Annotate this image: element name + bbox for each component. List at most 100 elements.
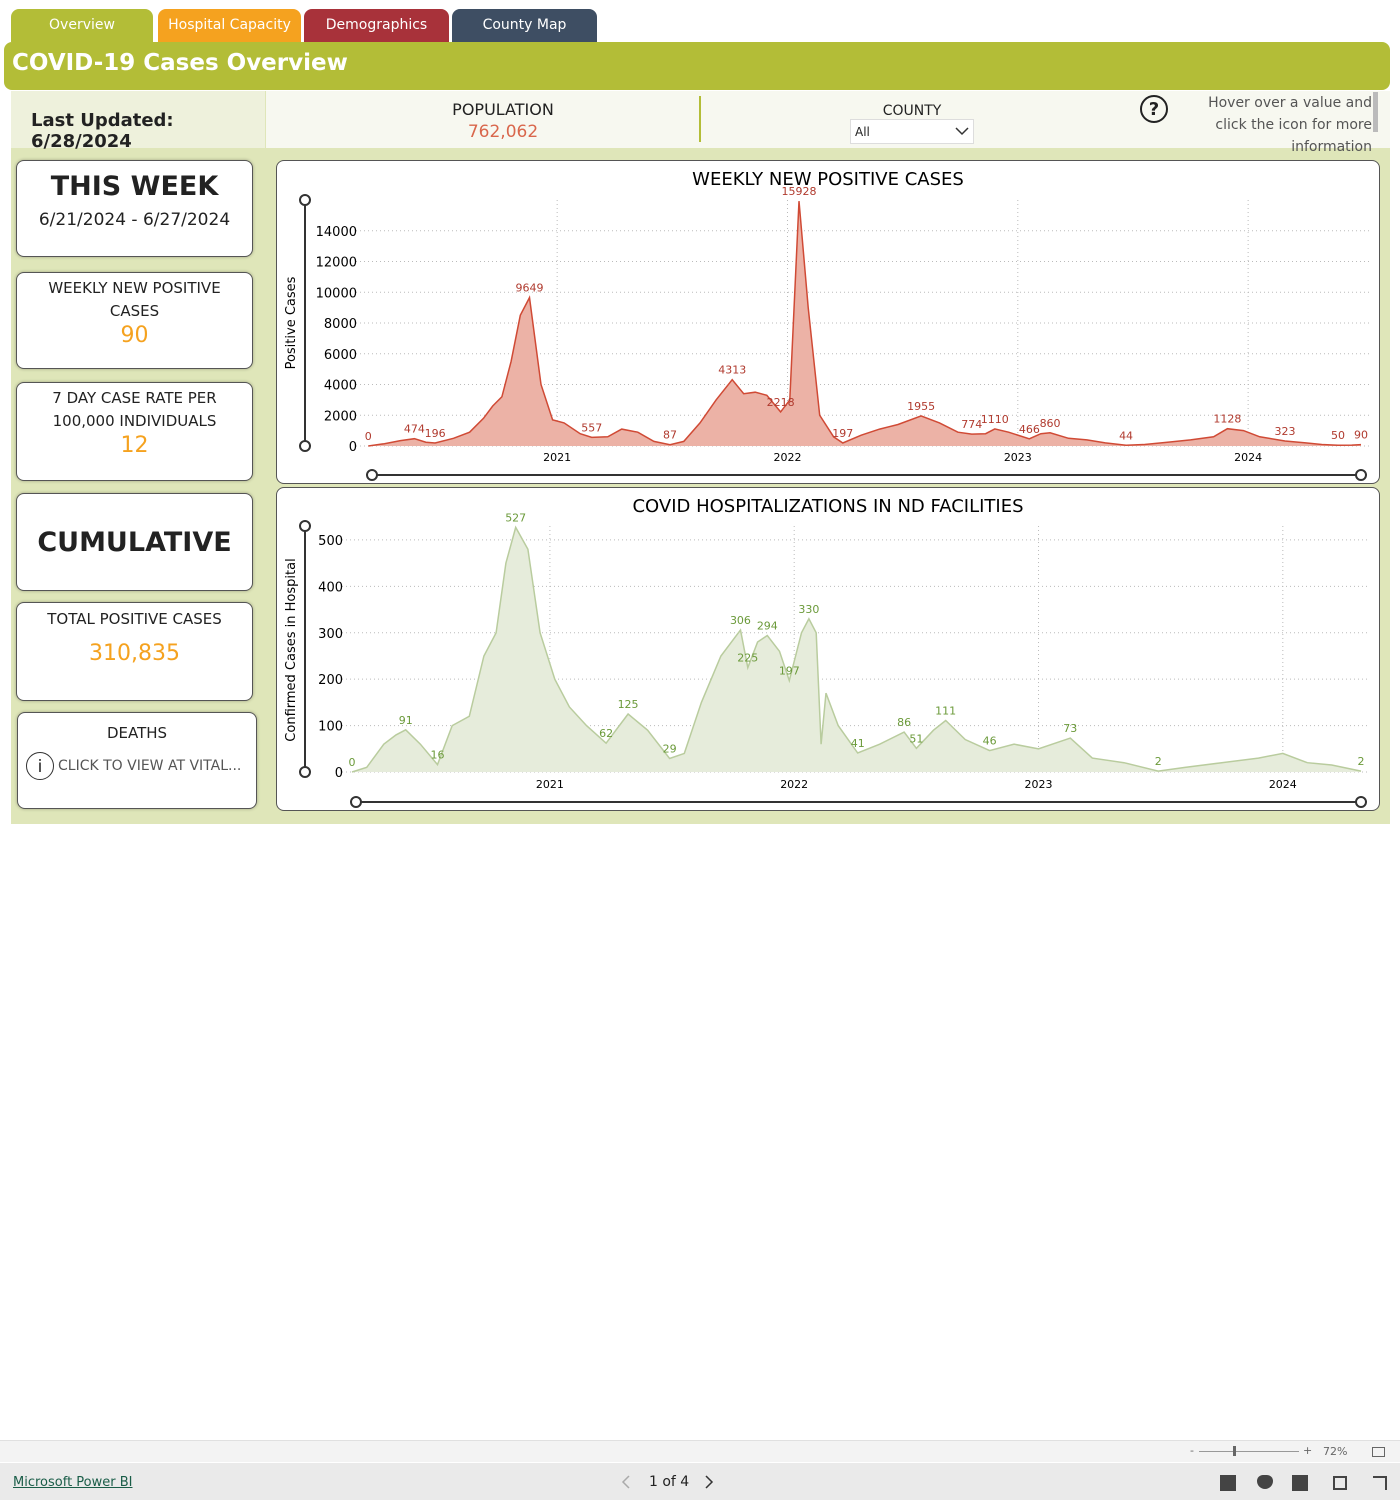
y-tick-label: 6000: [324, 348, 357, 363]
zoom-plus[interactable]: +: [1303, 1444, 1313, 1457]
card: CUMULATIVE: [16, 493, 253, 591]
help-icon[interactable]: ?: [1140, 95, 1168, 123]
county-dropdown[interactable]: All: [850, 119, 974, 144]
tab[interactable]: Demographics: [304, 9, 449, 42]
chart-title: WEEKLY NEW POSITIVE CASES: [692, 169, 964, 190]
chart-title: COVID HOSPITALIZATIONS IN ND FACILITIES: [632, 496, 1023, 517]
zoom-minus[interactable]: -: [1190, 1444, 1194, 1457]
data-label: 86: [897, 716, 911, 729]
prev-page[interactable]: [620, 1475, 632, 1489]
y-tick-label: 300: [318, 627, 343, 642]
line: [368, 201, 1362, 447]
y-tick-label: 100: [318, 720, 343, 735]
card-title: CUMULATIVE: [37, 527, 232, 558]
data-label: 87: [663, 429, 677, 442]
population-value: 762,062: [467, 122, 539, 142]
y-tick-label: 2000: [324, 409, 357, 424]
y-tick-label: 200: [318, 673, 343, 688]
share-twitter[interactable]: [1257, 1475, 1273, 1489]
zoom-thumb[interactable]: [1233, 1446, 1236, 1456]
brand-link[interactable]: Microsoft Power BI: [13, 1475, 133, 1490]
fullscreen[interactable]: [1373, 1476, 1387, 1490]
tab[interactable]: Hospital Capacity: [158, 9, 301, 42]
data-label: 197: [779, 665, 800, 678]
data-label: 294: [757, 620, 778, 633]
data-label: 466: [1019, 423, 1040, 436]
data-label: 16: [431, 749, 445, 762]
y-tick-label: 400: [318, 580, 343, 595]
next-page[interactable]: [703, 1475, 715, 1489]
card: 7 DAY CASE RATE PER 100,000 INDIVIDUALS …: [16, 382, 253, 481]
data-label: 1955: [907, 400, 935, 413]
data-label: 306: [730, 614, 751, 627]
data-label: 62: [599, 727, 613, 740]
share-facebook[interactable]: [1220, 1475, 1236, 1491]
card-value[interactable]: 310,835: [89, 641, 180, 666]
data-label: 2218: [767, 396, 795, 409]
data-label: 4313: [718, 364, 746, 377]
share-linkedin[interactable]: [1292, 1475, 1308, 1491]
data-label: 225: [737, 652, 758, 665]
fit-button[interactable]: [1372, 1447, 1385, 1457]
tab[interactable]: County Map: [452, 9, 597, 42]
info-bar: [266, 91, 1390, 148]
area: [352, 527, 1361, 772]
county-label: COUNTY: [882, 103, 942, 119]
page-title: COVID-19 Cases Overview: [12, 50, 348, 76]
card-label: DEATHS: [106, 724, 168, 742]
info-icon[interactable]: i: [26, 752, 54, 780]
data-label: 90: [1354, 429, 1368, 442]
zoom-track[interactable]: [1199, 1451, 1299, 1452]
x-tick-label: 2022: [773, 451, 801, 464]
population-label: POPULATION: [452, 100, 554, 119]
tab[interactable]: Overview: [11, 9, 153, 42]
x-tick-label: 2021: [543, 451, 571, 464]
card-label: TOTAL POSITIVE CASES: [47, 610, 222, 628]
y-tick-label: 14000: [316, 225, 357, 240]
help-text: Hover over a value and click the icon fo…: [1208, 95, 1372, 155]
slider-handle: [299, 766, 311, 778]
slider-handle: [299, 520, 311, 532]
y-tick-label: 0: [335, 766, 343, 781]
data-label: 29: [663, 743, 677, 756]
card-title: THIS WEEK: [50, 171, 219, 202]
data-label: 774: [961, 418, 982, 431]
footer: Microsoft Power BI 1 of 4: [0, 1463, 1400, 1500]
data-label: 557: [581, 421, 602, 434]
data-label: 0: [349, 756, 356, 769]
card-value[interactable]: 90: [120, 323, 149, 348]
last-updated: Last Updated: 6/28/2024: [31, 110, 174, 152]
y-tick-label: 8000: [324, 317, 357, 332]
x-tick-label: 2023: [1025, 778, 1053, 791]
x-tick-label: 2022: [780, 778, 808, 791]
line: [351, 525, 1362, 773]
slider-handle: [350, 796, 362, 808]
charts: WEEKLY NEW POSITIVE CASES Positive Cases 0…: [284, 169, 1369, 808]
y-tick-label: 12000: [316, 256, 357, 271]
updated-box: Last Updated: 6/28/2024: [11, 91, 265, 152]
card-dates: 6/21/2024 - 6/27/2024: [38, 210, 231, 230]
deaths-link[interactable]: CLICK TO VIEW AT VITAL...: [58, 758, 242, 774]
data-label: 2: [1358, 755, 1365, 768]
x-tick-label: 2023: [1004, 451, 1032, 464]
card: TOTAL POSITIVE CASES 310,835: [16, 602, 253, 701]
slider-handle: [299, 194, 311, 206]
y-tick-label: 500: [318, 534, 343, 549]
x-tick-label: 2024: [1234, 451, 1262, 464]
y-axis-title: Confirmed Cases in Hospital: [284, 558, 299, 741]
data-label: 196: [425, 427, 446, 440]
data-label: 46: [983, 735, 997, 748]
data-label: 0: [365, 430, 372, 443]
card-value[interactable]: 12: [120, 433, 149, 458]
zoom-level: 72%: [1323, 1445, 1348, 1458]
data-label: 15928: [782, 185, 817, 198]
title-bar: COVID-19 Cases Overview: [4, 42, 1390, 90]
share[interactable]: [1333, 1476, 1347, 1490]
data-label: 111: [935, 704, 956, 717]
slider-handle: [366, 469, 378, 481]
data-label: 330: [798, 603, 819, 616]
card: WEEKLY NEW POSITIVE CASES 90: [16, 272, 253, 369]
data-label: 527: [505, 511, 526, 524]
county-selected: All: [855, 125, 870, 139]
